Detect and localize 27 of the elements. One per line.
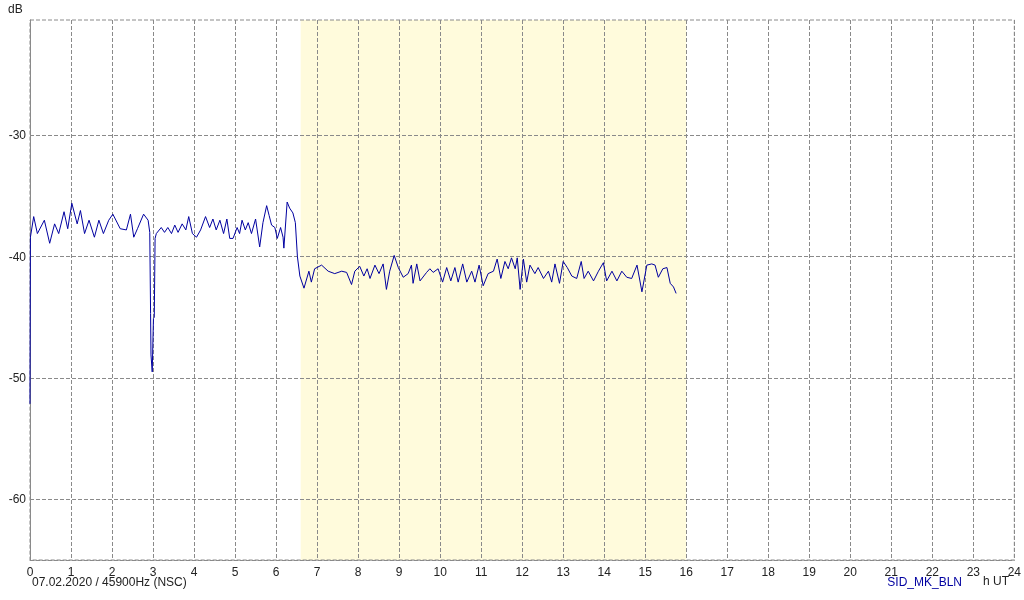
x-tick-label: 19	[802, 565, 817, 579]
x-tick-label: 7	[313, 565, 321, 579]
x-tick-label: 11	[474, 565, 488, 579]
x-tick-label: 16	[679, 565, 694, 579]
x-tick-label: 8	[354, 565, 362, 579]
x-tick-label: 9	[395, 565, 403, 579]
x-tick-label: 0	[26, 565, 34, 579]
x-tick-label: 6	[272, 565, 280, 579]
x-tick-label: 13	[556, 565, 571, 579]
x-tick-label: 24	[1007, 565, 1022, 579]
y-tick-label: -60	[8, 492, 27, 507]
y-tick-label: -40	[8, 249, 27, 264]
x-tick-label: 17	[720, 565, 735, 579]
x-axis-title: h UT	[983, 574, 1010, 588]
x-tick-label: 12	[515, 565, 530, 579]
y-tick-label: -30	[8, 128, 27, 143]
x-tick-label: 20	[843, 565, 858, 579]
x-tick-label: 10	[433, 565, 448, 579]
x-tick-label: 14	[597, 565, 612, 579]
x-tick-label: 23	[966, 565, 981, 579]
x-tick-label: 18	[761, 565, 776, 579]
x-tick-label: 15	[638, 565, 653, 579]
y-axis-title: dB	[8, 2, 23, 16]
x-tick-label: 4	[190, 565, 198, 579]
x-tick-label: 5	[231, 565, 239, 579]
text: SID_MK_BLN	[887, 575, 963, 589]
y-tick-label: -50	[8, 370, 27, 385]
